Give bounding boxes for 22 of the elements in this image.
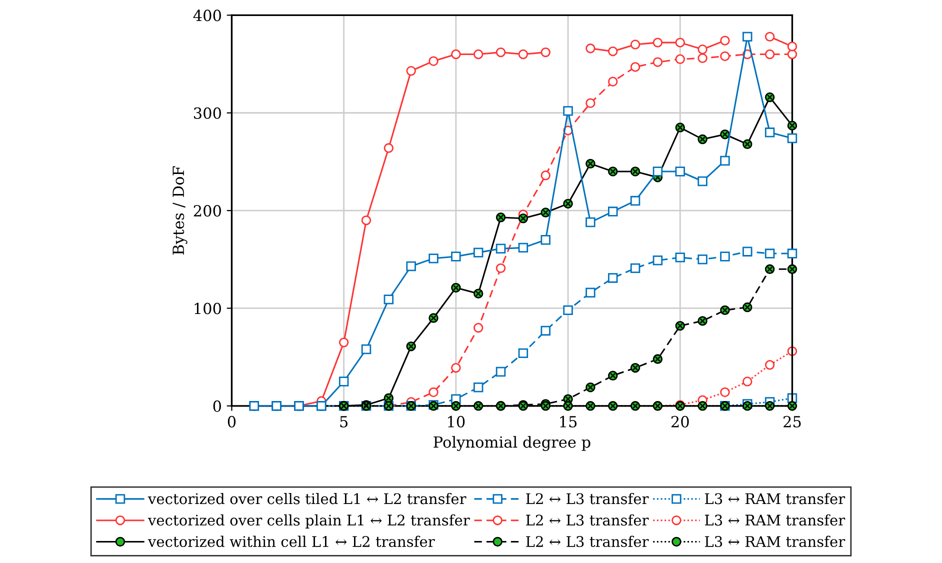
- x-tick-label: 10: [448, 416, 465, 428]
- legend-label: vectorized over cells tiled L1 ↔ L2 transfer: [148, 492, 466, 504]
- legend-label: L2 ↔ L3 transfer: [526, 536, 649, 548]
- y-tick-label: 300: [194, 107, 221, 119]
- legend-label: L3 ↔ RAM transfer: [704, 536, 846, 548]
- legend-label: L2 ↔ L3 transfer: [526, 514, 649, 526]
- legend-label: vectorized over cells plain L1 ↔ L2 transfer: [148, 514, 470, 528]
- x-tick-label: 0: [228, 416, 236, 428]
- legend-label: L3 ↔ RAM transfer: [704, 514, 846, 526]
- x-tick-label: 5: [340, 416, 348, 428]
- y-tick-label: 100: [194, 302, 221, 314]
- y-tick-label: 400: [193, 10, 221, 22]
- x-tick-label: 20: [671, 416, 689, 428]
- x-tick-label: 25: [784, 416, 801, 428]
- y-axis-title: Bytes / DoF: [172, 166, 188, 255]
- y-tick-label: 200: [194, 205, 221, 217]
- legend-label: L2 ↔ L3 transfer: [526, 492, 649, 504]
- x-axis-title: Polynomial degree p: [434, 436, 590, 451]
- y-tick-label: 0: [213, 400, 221, 412]
- legend-label: L3 ↔ RAM transfer: [704, 492, 846, 504]
- x-tick-label: 15: [560, 416, 577, 428]
- legend-label: vectorized within cell L1 ↔ L2 transfer: [148, 536, 435, 548]
